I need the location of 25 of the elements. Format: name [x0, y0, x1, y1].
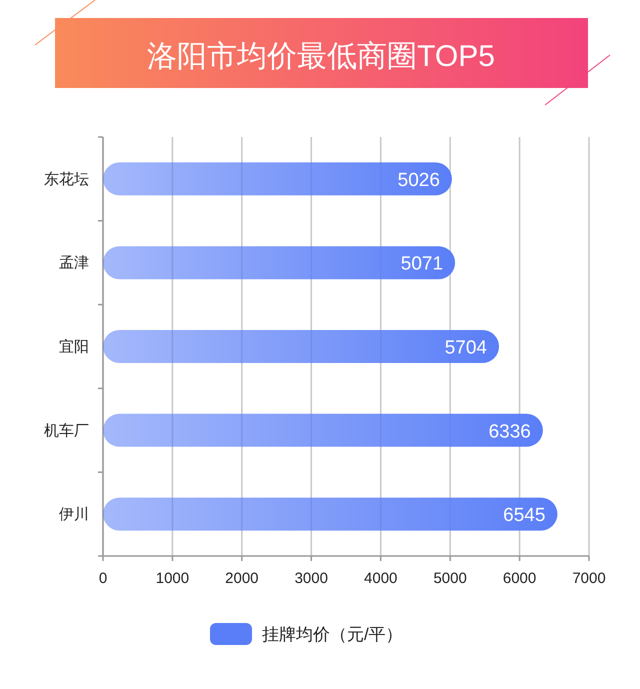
- bar: [103, 498, 558, 531]
- x-tick-label: 0: [98, 570, 108, 587]
- chart-title: 洛阳市均价最低商圈TOP5: [147, 40, 495, 73]
- data-label: 5704: [444, 338, 488, 358]
- legend-label: 挂牌均价（元/平）: [262, 625, 403, 644]
- y-tick-label: 宜阳: [59, 338, 89, 356]
- bar: [103, 246, 456, 280]
- data-label: 6545: [503, 505, 546, 526]
- data-label: 5071: [400, 254, 444, 275]
- x-tick-label: 2000: [225, 570, 259, 587]
- x-tick-label: 4000: [364, 570, 398, 587]
- x-tick-label: 5000: [433, 570, 467, 587]
- y-tick-label: 机车厂: [44, 422, 89, 440]
- x-tick-label: 6000: [502, 570, 536, 587]
- x-tick-label: 3000: [294, 570, 328, 587]
- bar: [103, 414, 543, 447]
- bar: [103, 330, 500, 363]
- bar: [103, 162, 452, 196]
- data-label: 6336: [488, 421, 531, 442]
- y-tick-label: 伊川: [59, 506, 89, 524]
- x-tick-label: 1000: [156, 570, 190, 587]
- x-tick-label: 7000: [572, 570, 606, 587]
- data-label: 5026: [398, 170, 440, 191]
- y-tick-label: 东花坛: [44, 170, 89, 188]
- y-tick-label: 孟津: [59, 254, 89, 272]
